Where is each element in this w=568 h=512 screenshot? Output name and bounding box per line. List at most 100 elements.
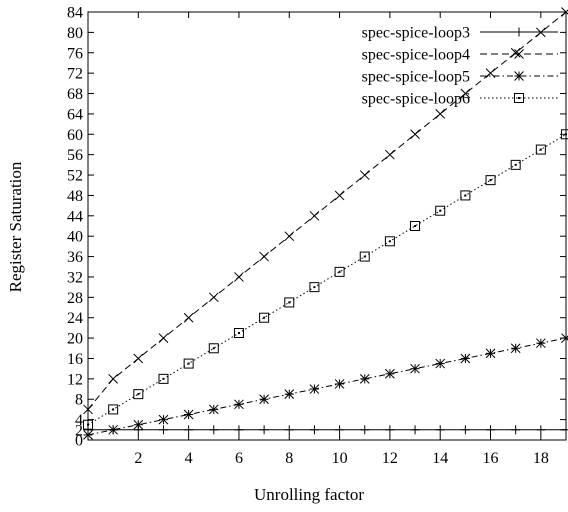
data-point-s4-18 bbox=[535, 144, 546, 155]
data-point-s4-15 bbox=[460, 190, 471, 201]
axes: 0248121620242832364044485256606468727680… bbox=[67, 5, 567, 467]
data-point-s4-13 bbox=[410, 221, 421, 231]
x-tick-label: 14 bbox=[432, 450, 448, 467]
data-point-s2-4 bbox=[183, 312, 194, 323]
y-tick-label: 24 bbox=[67, 310, 83, 327]
data-point-s2-13 bbox=[410, 129, 420, 140]
y-tick-label: 16 bbox=[67, 351, 83, 368]
data-point-s1-15 bbox=[460, 425, 470, 435]
y-tick-label: 44 bbox=[67, 208, 83, 225]
data-point-s3-17 bbox=[510, 343, 521, 354]
data-point-s1-13 bbox=[410, 425, 420, 435]
data-point-s3-5 bbox=[208, 404, 219, 415]
data-point-s2-1 bbox=[108, 374, 119, 384]
y-tick-label: 8 bbox=[75, 392, 83, 409]
data-point-s3-13 bbox=[410, 363, 420, 374]
data-point-s3-9 bbox=[309, 384, 320, 394]
data-point-s4-14 bbox=[435, 205, 446, 216]
data-point-s2-14 bbox=[435, 109, 446, 119]
data-point-s4-3 bbox=[158, 373, 169, 384]
data-point-s1-18 bbox=[536, 425, 546, 435]
x-tick-label: 2 bbox=[134, 450, 142, 467]
data-point-s4-4 bbox=[183, 358, 194, 369]
data-point-s3-6 bbox=[234, 399, 244, 410]
data-point-s2-17 bbox=[510, 47, 521, 58]
data-point-s3-15 bbox=[460, 353, 471, 364]
data-point-s1-17 bbox=[511, 425, 521, 435]
data-point-s4-8 bbox=[284, 297, 295, 308]
plot-lines bbox=[88, 12, 566, 436]
data-point-s2-5 bbox=[208, 292, 219, 303]
data-point-s3-11 bbox=[359, 374, 370, 384]
data-point-s3-16 bbox=[485, 348, 496, 359]
y-tick-label: 20 bbox=[67, 331, 83, 348]
x-tick-label: 10 bbox=[332, 450, 348, 467]
data-point-s4-7 bbox=[259, 312, 270, 323]
data-point-s1-7 bbox=[259, 425, 269, 435]
y-tick-label: 48 bbox=[67, 188, 83, 205]
y-tick-label: 12 bbox=[67, 371, 83, 388]
data-point-s1-12 bbox=[385, 425, 395, 435]
data-point-s3-8 bbox=[284, 389, 295, 399]
data-point-s4-17 bbox=[510, 159, 521, 170]
data-point-s3-7 bbox=[259, 394, 269, 405]
data-point-s1-16 bbox=[486, 425, 496, 435]
data-point-s1-10 bbox=[335, 425, 345, 435]
y-tick-label: 84 bbox=[67, 5, 83, 22]
y-tick-label: 64 bbox=[67, 106, 83, 123]
y-tick-label: 52 bbox=[67, 168, 83, 185]
y-tick-label: 72 bbox=[67, 66, 83, 83]
x-tick-label: 8 bbox=[285, 450, 293, 467]
series-line-4 bbox=[88, 133, 566, 426]
y-tick-label: 68 bbox=[67, 86, 83, 103]
data-point-s1-11 bbox=[360, 425, 370, 435]
data-point-s3-12 bbox=[385, 368, 395, 379]
data-point-s1-9 bbox=[309, 425, 319, 435]
y-tick-label: 36 bbox=[67, 249, 83, 266]
x-tick-label: 18 bbox=[533, 450, 549, 467]
data-point-s1-4 bbox=[184, 425, 194, 435]
data-point-s1-8 bbox=[284, 425, 294, 435]
x-tick-label: 12 bbox=[382, 450, 398, 467]
data-point-s3-14 bbox=[435, 358, 446, 369]
legend-marker-1 bbox=[514, 27, 524, 37]
y-tick-label: 56 bbox=[67, 147, 83, 164]
data-point-s3-1 bbox=[108, 424, 119, 435]
data-point-s1-3 bbox=[158, 425, 168, 435]
legend: spec-spice-loop3 spec-spice-loop4 spec-spi… bbox=[362, 25, 558, 108]
legend-label-3: spec-spice-loop5 bbox=[362, 69, 470, 86]
y-tick-label: 80 bbox=[67, 25, 83, 42]
y-tick-label: 76 bbox=[67, 45, 83, 62]
y-tick-label: 4 bbox=[75, 412, 83, 429]
data-point-s4-10 bbox=[334, 266, 345, 277]
data-point-s4-6 bbox=[233, 328, 244, 338]
legend-marker-4 bbox=[514, 93, 524, 103]
data-point-s2-12 bbox=[385, 149, 395, 160]
data-point-s1-5 bbox=[209, 425, 219, 435]
data-point-s4-12 bbox=[384, 236, 395, 247]
x-tick-label: 4 bbox=[185, 450, 193, 467]
y-tick-label: 0 bbox=[75, 433, 83, 450]
y-tick-label: 2 bbox=[75, 422, 83, 439]
data-point-s2-9 bbox=[309, 210, 320, 221]
plot-frame bbox=[87, 11, 567, 441]
data-point-s2-6 bbox=[234, 272, 244, 282]
legend-label-4: spec-spice-loop6 bbox=[362, 91, 470, 108]
x-axis-label: Unrolling factor bbox=[254, 485, 364, 504]
data-point-s3-3 bbox=[158, 414, 169, 425]
y-tick-label: 40 bbox=[67, 229, 83, 246]
data-point-s4-2 bbox=[133, 389, 144, 400]
data-point-s2-2 bbox=[133, 353, 144, 364]
data-point-s2-3 bbox=[158, 333, 169, 343]
plot-markers bbox=[83, 7, 568, 440]
y-axis-label: Register Saturation bbox=[6, 161, 25, 292]
data-point-s3-18 bbox=[535, 338, 546, 349]
y-tick-label: 28 bbox=[67, 290, 83, 307]
data-point-s4-1 bbox=[108, 404, 119, 415]
data-point-s3-10 bbox=[334, 379, 345, 389]
x-tick-label: 6 bbox=[235, 450, 243, 467]
data-point-s2-8 bbox=[284, 231, 295, 242]
data-point-s4-16 bbox=[485, 175, 496, 186]
data-point-s4-5 bbox=[208, 343, 219, 354]
